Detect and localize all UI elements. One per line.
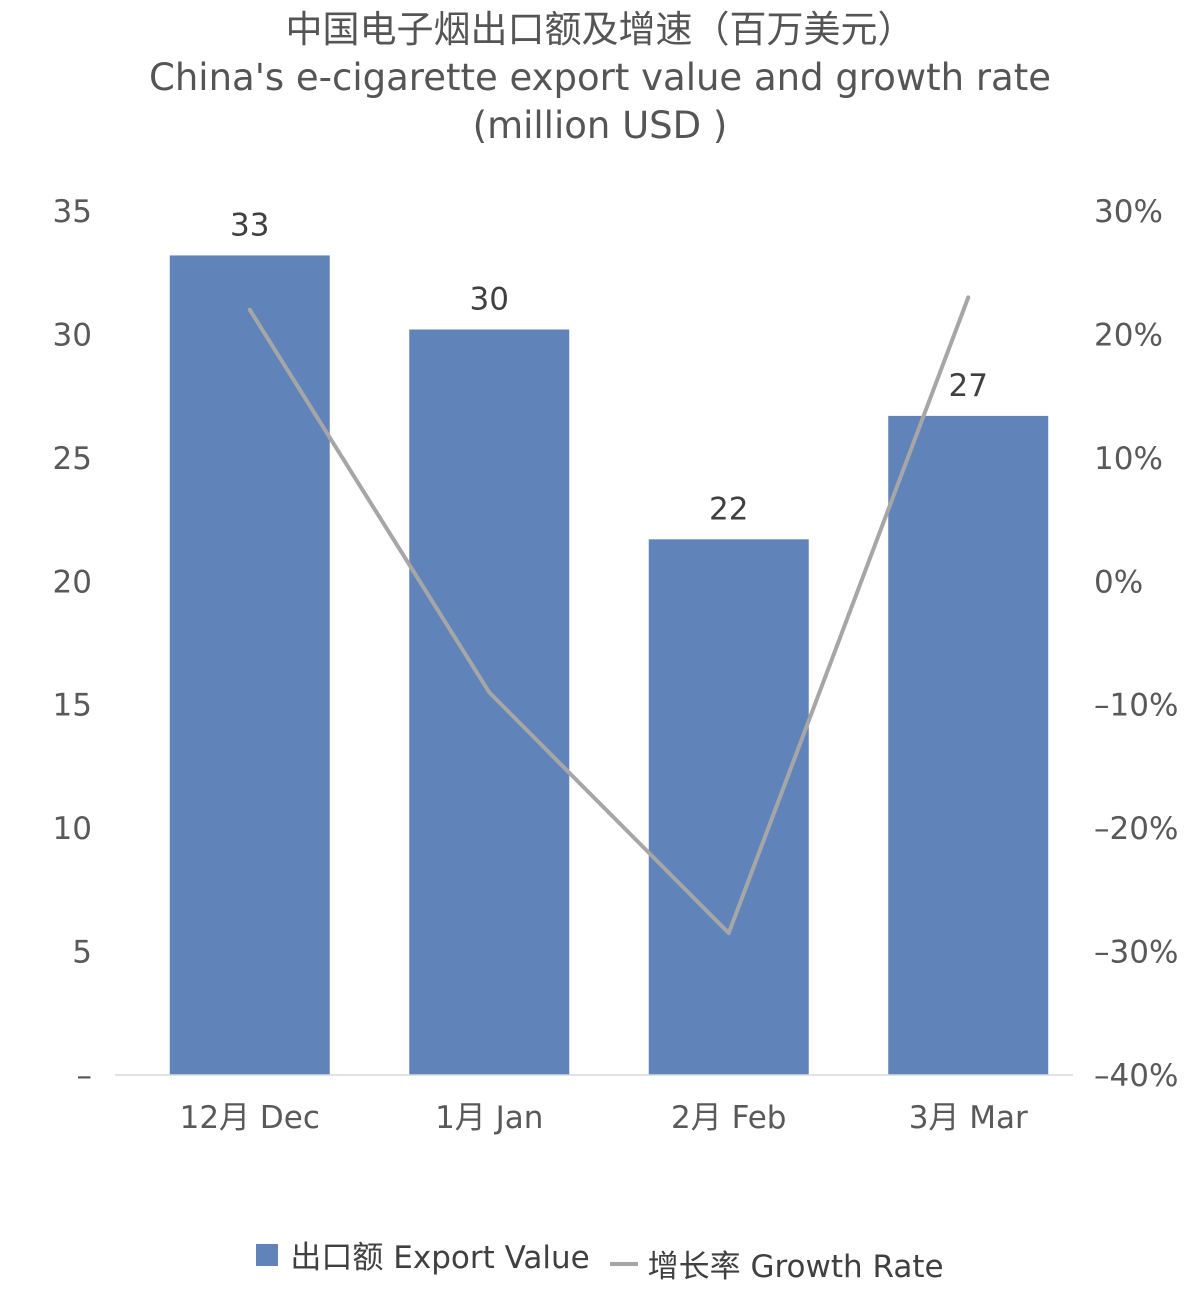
bar-data-label: 33 [230,207,269,243]
bar-export-value [888,415,1049,1075]
right-axis-tick-label: 0% [1094,564,1143,600]
legend-item-export-value: 出口额 Export Value [256,1232,590,1277]
bar-export-value [648,539,809,1075]
left-axis-tick-label: 5 [72,935,92,971]
legend-swatch-line [609,1261,638,1266]
right-axis-tick-label: –20% [1094,811,1178,847]
line-growth-rate [248,296,971,936]
x-axis-category-label: 1月 Jan [435,1100,543,1136]
x-axis-category-label: 12月 Dec [180,1100,320,1136]
chart-subtitle-unit: (million USD ) [472,104,728,147]
bar-data-label: 30 [470,281,509,317]
bar-export-value [169,255,330,1076]
legend-label-export-value: 出口额 Export Value [290,1240,590,1276]
chart-title: 中国电子烟出口额及增速（百万美元） [285,8,915,51]
x-axis-category-label: 3月 Mar [909,1100,1028,1136]
left-axis-tick-label: 25 [53,441,92,477]
left-axis-tick-label: 15 [53,688,92,724]
left-axis-tick-label: 20 [53,564,92,600]
chart-legend: 出口额 Export Value 增长率 Growth Rate [0,1232,1200,1286]
right-axis-tick-label: –10% [1094,688,1178,724]
line-point-growth-rate [726,931,731,936]
legend-item-growth-rate: 增长率 Growth Rate [600,1241,944,1286]
line-point-growth-rate [487,690,492,695]
line-point-growth-rate [247,307,252,312]
right-axis-tick-label: 20% [1094,317,1163,353]
left-axis-tick-label: 30 [53,317,92,353]
line-point-growth-rate [966,295,971,300]
bar-data-label: 27 [949,368,988,404]
legend-swatch-bar [256,1243,279,1266]
bar-data-label: 22 [709,491,748,527]
bar-export-value [409,329,570,1075]
chart-subtitle: China's e-cigarette export value and gro… [149,56,1051,99]
right-axis-tick-label: 10% [1094,441,1163,477]
right-axis-tick-label: 30% [1094,194,1163,230]
right-axis-tick-label: –30% [1094,935,1178,971]
left-axis-tick-label: 10 [53,811,92,847]
left-axis-tick-label: 35 [53,194,92,230]
chart-title-block: 中国电子烟出口额及增速（百万美元） China's e-cigarette ex… [0,6,1200,150]
right-axis-tick-label: –40% [1094,1058,1178,1094]
left-axis-tick-label: – [77,1058,93,1094]
legend-label-growth-rate: 增长率 Growth Rate [647,1249,944,1285]
x-axis-category-label: 2月 Feb [671,1100,786,1136]
